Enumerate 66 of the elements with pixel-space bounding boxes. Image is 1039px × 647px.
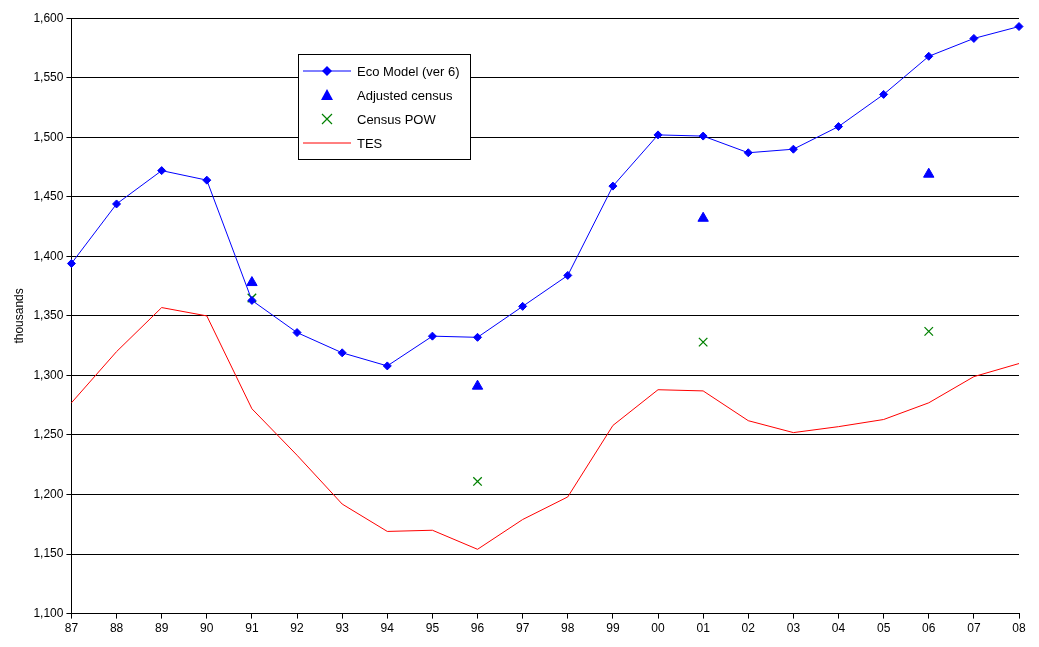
x-tick-label: 06	[922, 621, 936, 636]
legend-label: Eco Model (ver 6)	[357, 63, 460, 79]
point	[472, 476, 483, 487]
y-tick-label: 1,400	[33, 248, 64, 263]
point	[1014, 22, 1024, 32]
x-tick-label: 95	[425, 621, 440, 636]
point	[924, 51, 934, 61]
point	[743, 148, 753, 158]
point	[473, 332, 483, 342]
x-tick-label: 92	[290, 621, 305, 636]
point	[246, 276, 258, 287]
point	[608, 181, 618, 191]
x-tick-label: 02	[741, 621, 756, 636]
y-axis-title: thousands	[11, 288, 26, 344]
point	[969, 33, 979, 43]
point	[66, 259, 76, 269]
x-tick-label: 99	[606, 621, 620, 636]
point	[427, 331, 437, 341]
x-tick-label: 96	[470, 621, 485, 636]
x-tick-label: 03	[786, 621, 801, 636]
legend-label: Adjusted census	[357, 87, 453, 103]
y-tick-label: 1,500	[33, 129, 64, 144]
point	[653, 130, 663, 140]
x-tick-label: 87	[64, 621, 79, 636]
point	[157, 166, 167, 176]
point	[337, 348, 347, 358]
x-tick-label: 93	[335, 621, 350, 636]
point	[834, 122, 844, 132]
y-tick-label: 1,600	[33, 10, 64, 25]
point	[202, 175, 212, 185]
point	[698, 131, 708, 141]
y-tick-label: 1,100	[33, 605, 64, 620]
x-tick-label: 98	[561, 621, 575, 636]
y-tick-label: 1,150	[33, 546, 64, 561]
point	[697, 211, 709, 222]
point	[382, 361, 392, 371]
point	[563, 270, 573, 280]
point	[923, 326, 934, 337]
point	[292, 328, 302, 338]
x-tick-label: 90	[200, 621, 214, 636]
x-tick-label: 88	[109, 621, 124, 636]
point	[698, 337, 709, 347]
y-tick-label: 1,250	[33, 427, 64, 442]
y-tick-label: 1,550	[33, 70, 64, 85]
x-tick-label: 04	[831, 621, 846, 636]
point	[471, 379, 484, 390]
x-tick-label: 94	[380, 621, 395, 636]
x-tick-label: 01	[696, 621, 711, 636]
x-tick-label: 91	[245, 621, 259, 636]
point	[879, 89, 889, 99]
y-tick-label: 1,200	[33, 486, 64, 501]
point	[923, 167, 935, 178]
x-tick-label: 00	[651, 621, 666, 636]
point	[112, 199, 122, 209]
x-tick-label: 89	[154, 621, 169, 636]
y-tick-label: 1,450	[33, 189, 64, 204]
point	[518, 301, 528, 311]
x-tick-label: 07	[967, 621, 981, 636]
point	[788, 144, 798, 154]
y-tick-label: 1,300	[33, 367, 64, 382]
x-tick-label: 97	[515, 621, 530, 636]
legend-label: TES	[357, 135, 383, 151]
x-tick-label: 08	[1012, 621, 1026, 636]
legend-label: Census POW	[357, 111, 436, 127]
y-tick-label: 1,350	[33, 308, 64, 323]
x-tick-label: 05	[876, 621, 891, 636]
